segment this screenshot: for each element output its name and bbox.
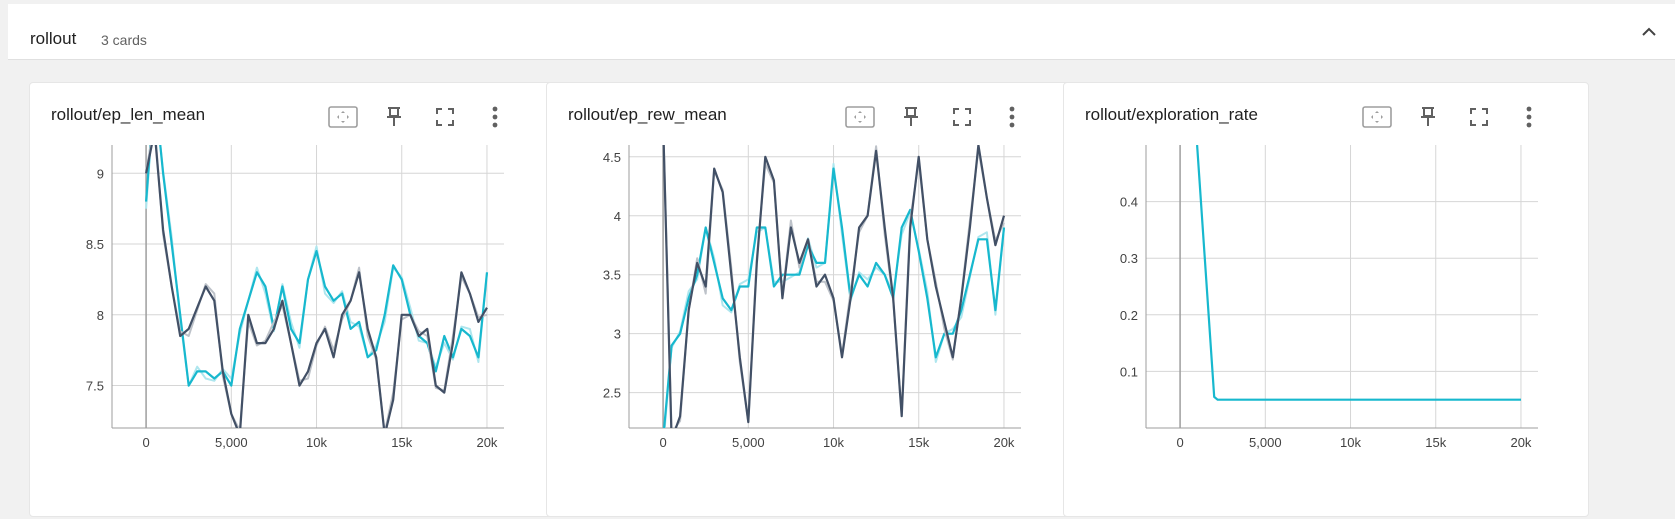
series-line (145, 145, 488, 428)
line-chart[interactable]: 0.1 0.2 0.3 0.4 0 5,000 10k 15k 20k (1064, 83, 1590, 518)
y-tick-label: 4 (614, 209, 621, 224)
more-options-button[interactable] (995, 102, 1029, 132)
fit-domain-button[interactable] (843, 102, 877, 132)
x-tick-label: 20k (476, 435, 497, 450)
card-group-header[interactable]: rollout 3 cards (8, 4, 1675, 60)
y-tick-label: 3.5 (603, 268, 621, 283)
cards-area: rollout/ep_len_mean 7.5 8 8.5 9 0 5,000 10k 15k… (8, 60, 1675, 519)
y-tick-label: 7.5 (86, 379, 104, 394)
y-tick-label: 0.2 (1120, 308, 1138, 323)
series-line (662, 145, 1006, 428)
pin-card-button[interactable] (377, 102, 411, 132)
y-tick-label: 4.5 (603, 150, 621, 165)
x-tick-label: 10k (306, 435, 327, 450)
fit-to-data-icon (328, 106, 358, 128)
x-tick-label: 5,000 (215, 435, 248, 450)
y-tick-label: 9 (97, 166, 104, 181)
x-tick-label: 15k (908, 435, 929, 450)
scalar-card: rollout/ep_len_mean 7.5 8 8.5 9 0 5,000 10k 15k… (29, 82, 555, 517)
fullscreen-icon (953, 108, 971, 126)
pin-card-button[interactable] (894, 102, 928, 132)
x-tick-label: 20k (1510, 435, 1531, 450)
collapse-group-button[interactable] (1637, 20, 1661, 44)
fullscreen-icon (436, 108, 454, 126)
scalar-card: rollout/exploration_rate 0.1 0.2 0.3 0.4 0 5,… (1063, 82, 1589, 517)
fullscreen-icon (1470, 108, 1488, 126)
more-options-button[interactable] (478, 102, 512, 132)
y-tick-label: 8 (97, 308, 104, 323)
pin-icon (904, 107, 918, 126)
y-tick-label: 2.5 (603, 386, 621, 401)
card-title: rollout/ep_len_mean (51, 105, 206, 124)
x-tick-label: 0 (142, 435, 149, 450)
y-tick-label: 0.4 (1120, 195, 1138, 210)
y-tick-label: 3 (614, 327, 621, 342)
more-vert-icon (1009, 106, 1015, 128)
more-options-button[interactable] (1512, 102, 1546, 132)
chevron-up-icon (1642, 27, 1656, 36)
y-tick-label: 8.5 (86, 237, 104, 252)
line-chart[interactable]: 7.5 8 8.5 9 0 5,000 10k 15k 20k (30, 83, 556, 518)
x-tick-label: 10k (823, 435, 844, 450)
x-tick-label: 10k (1340, 435, 1361, 450)
x-tick-label: 0 (1176, 435, 1183, 450)
group-card-count: 3 cards (101, 32, 147, 48)
fullscreen-button[interactable] (1462, 102, 1496, 132)
fullscreen-button[interactable] (428, 102, 462, 132)
scalar-card: rollout/ep_rew_mean 2.5 3 3.5 4 4.5 0 5,000 10k… (546, 82, 1072, 517)
x-tick-label: 0 (659, 435, 666, 450)
more-vert-icon (492, 106, 498, 128)
pin-card-button[interactable] (1411, 102, 1445, 132)
x-tick-label: 20k (993, 435, 1014, 450)
more-vert-icon (1526, 106, 1532, 128)
pin-icon (387, 107, 401, 126)
pin-icon (1421, 107, 1435, 126)
card-title: rollout/ep_rew_mean (568, 105, 727, 124)
fit-domain-button[interactable] (1360, 102, 1394, 132)
x-tick-label: 15k (391, 435, 412, 450)
fit-to-data-icon (845, 106, 875, 128)
x-tick-label: 15k (1425, 435, 1446, 450)
y-tick-label: 0.1 (1120, 364, 1138, 379)
fit-to-data-icon (1362, 106, 1392, 128)
fit-domain-button[interactable] (326, 102, 360, 132)
x-tick-label: 5,000 (1249, 435, 1282, 450)
line-chart[interactable]: 2.5 3 3.5 4 4.5 0 5,000 10k 15k 20k (547, 83, 1073, 518)
series-line (1196, 145, 1521, 401)
x-tick-label: 5,000 (732, 435, 765, 450)
group-title: rollout (30, 29, 77, 48)
y-tick-label: 0.3 (1120, 251, 1138, 266)
fullscreen-button[interactable] (945, 102, 979, 132)
card-title: rollout/exploration_rate (1085, 105, 1258, 124)
